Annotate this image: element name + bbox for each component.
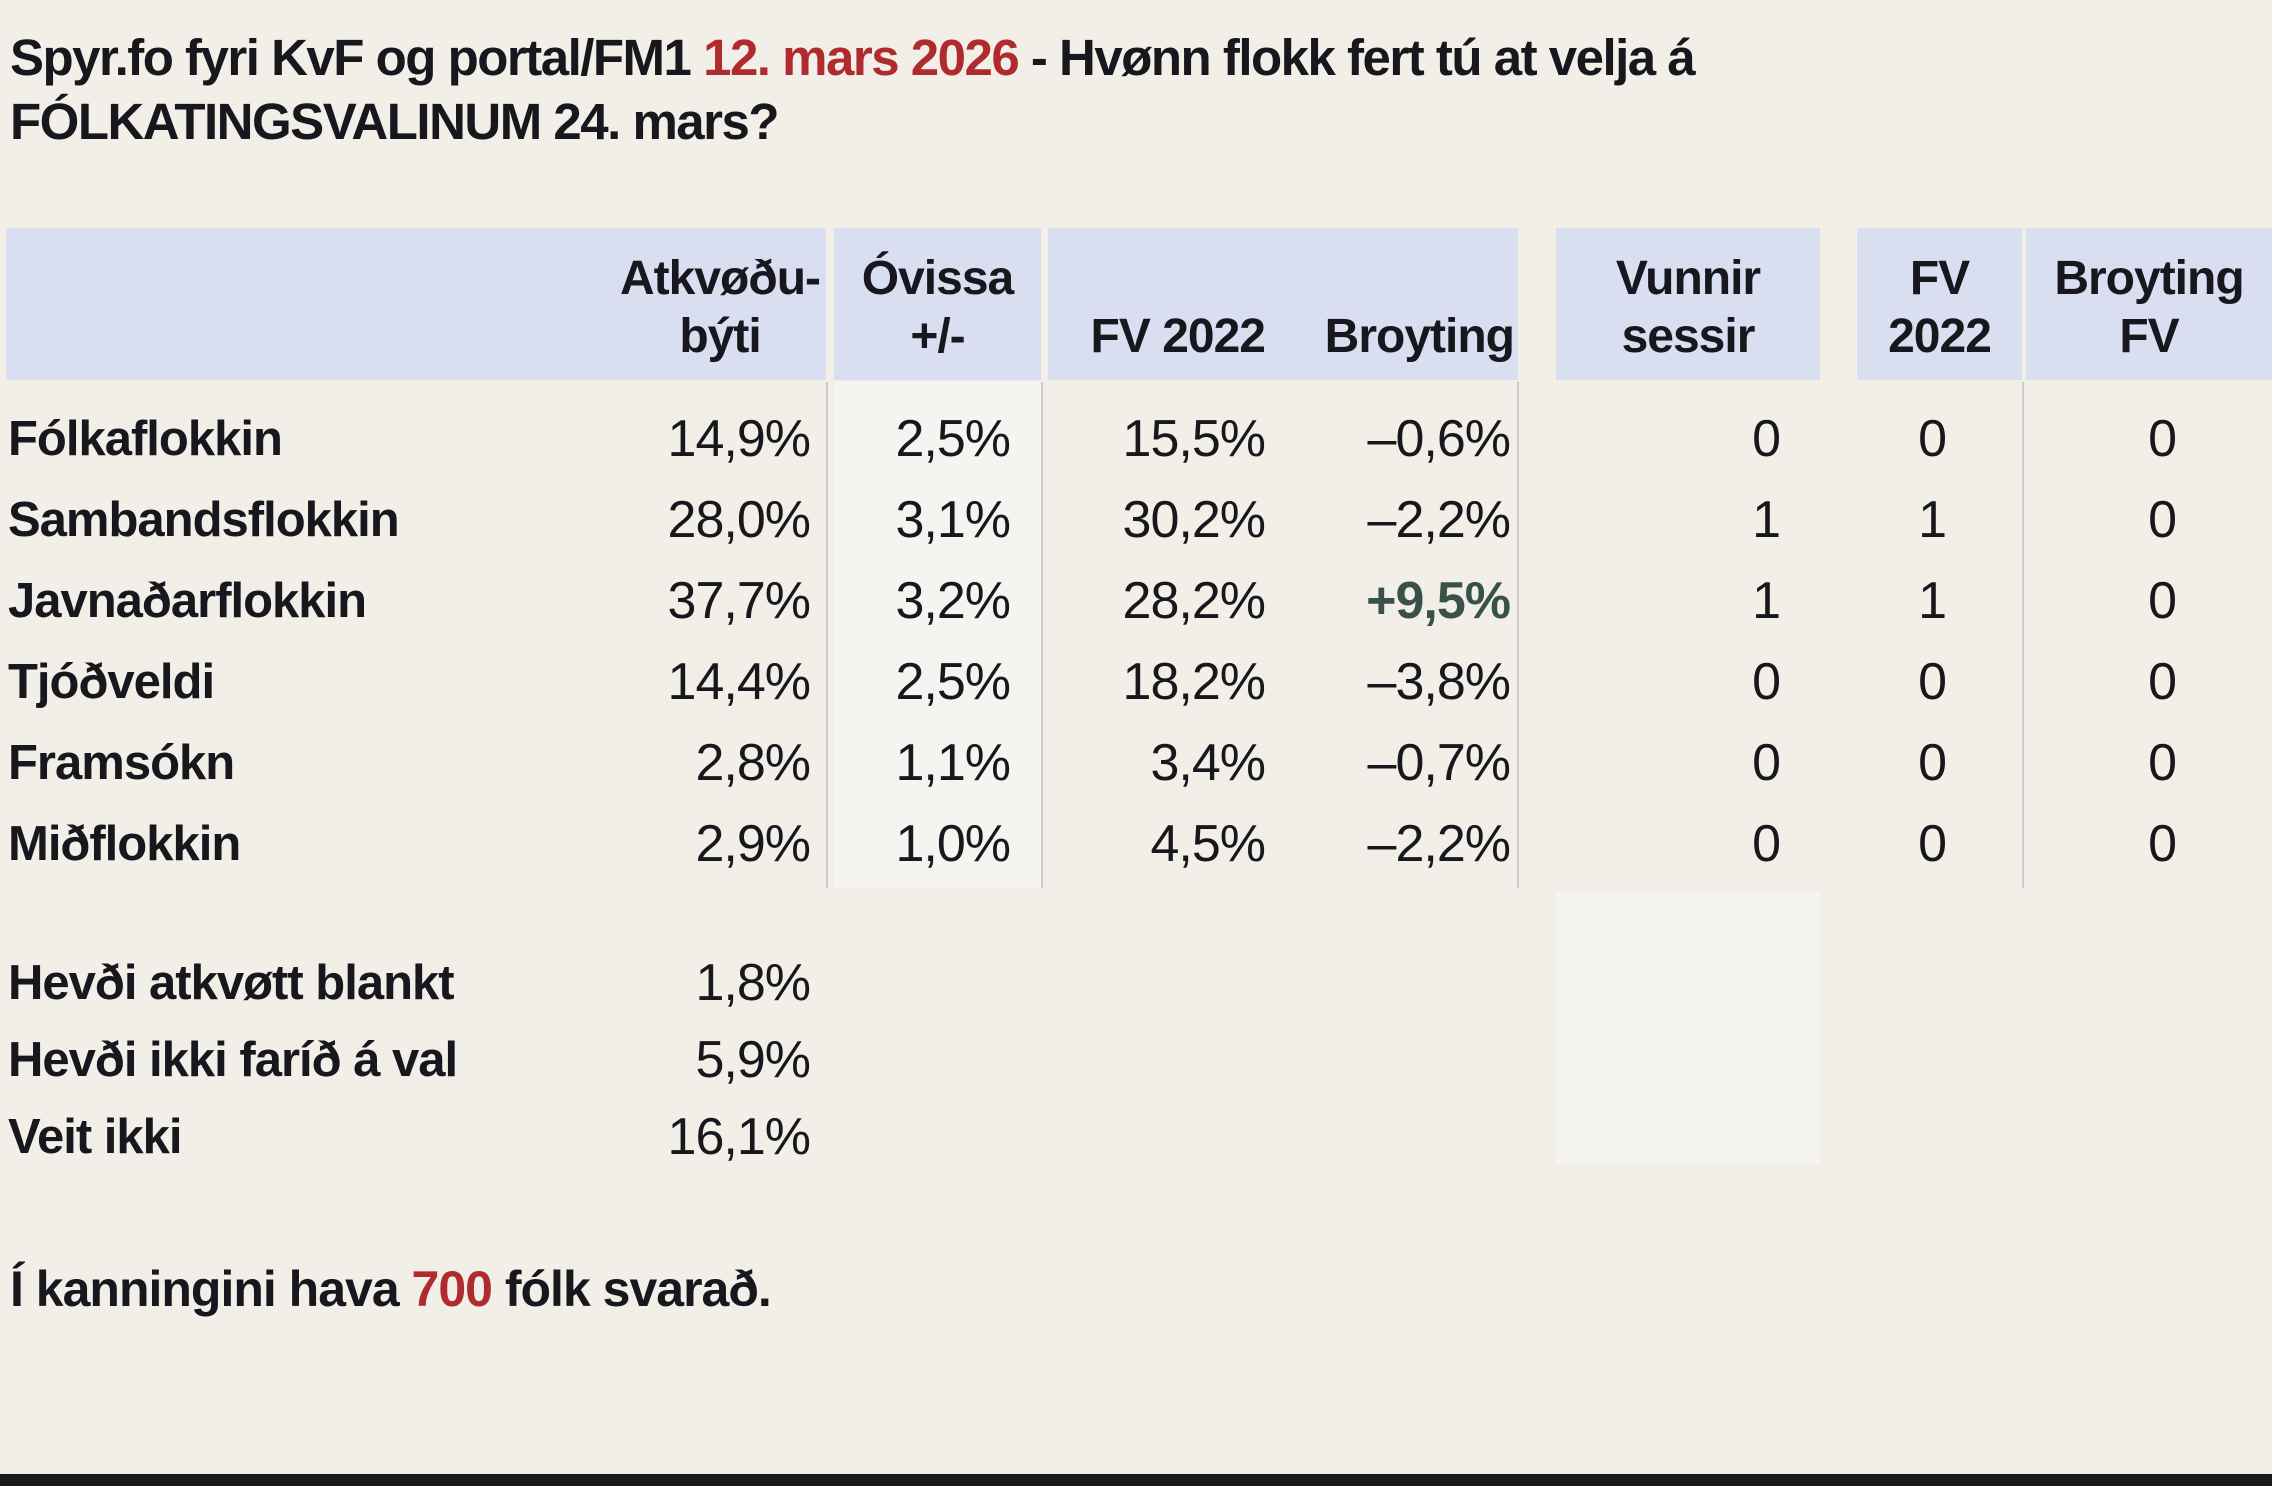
- page-title: Spyr.fo fyri KvF og portal/FM1 12. mars …: [10, 26, 1696, 154]
- change-value: –2,2%: [1367, 814, 1511, 873]
- uncert-value: 3,1%: [895, 490, 1011, 549]
- change-fv-value: 0: [2148, 490, 2177, 549]
- header-uncertainty-column: Óvissa +/-: [834, 228, 1041, 380]
- seats-value: 1: [1752, 490, 1781, 549]
- seats-value: 1: [1752, 571, 1781, 630]
- summary-label: Hevði atkvøtt blankt: [8, 955, 455, 1010]
- header-seats-line1: Vunnir: [1615, 252, 1761, 305]
- header-fv2022: FV 2022: [1090, 310, 1266, 363]
- share-value: 2,9%: [695, 814, 811, 873]
- header-seats-line2: sessir: [1621, 310, 1756, 363]
- change-value: –0,7%: [1367, 733, 1511, 792]
- header-uncert-line1: Óvissa: [861, 252, 1014, 305]
- change-value: –0,6%: [1367, 409, 1511, 468]
- seats-column-tint: [1556, 892, 1820, 1164]
- fv2022-value: 18,2%: [1122, 652, 1266, 711]
- uncert-value: 2,5%: [895, 409, 1011, 468]
- change-fv-value: 0: [2148, 814, 2177, 873]
- summary-rows: Hevði atkvøtt blankt 1,8% Hevði ikki far…: [8, 944, 818, 1175]
- header-uncert-line2: +/-: [910, 310, 965, 363]
- header-change-fv-line1: Broyting: [2054, 252, 2244, 305]
- header-seats-column: Vunnir sessir: [1556, 228, 1820, 380]
- uncert-value: 1,1%: [895, 733, 1011, 792]
- share-value: 14,9%: [667, 409, 811, 468]
- seats-fv-value: 0: [1918, 652, 1947, 711]
- party-name: Javnaðarflokkin: [8, 573, 367, 628]
- title-prefix: Spyr.fo fyri KvF og portal/FM1: [10, 29, 704, 86]
- header-change-fv-column: Broyting FV: [2026, 228, 2272, 380]
- title-suffix: - Hvønn flokk fert tú at velja á: [1018, 29, 1696, 86]
- fv2022-value: 3,4%: [1150, 733, 1266, 792]
- change-fv-value: 0: [2148, 409, 2177, 468]
- summary-value: 5,9%: [695, 1030, 811, 1089]
- uncertainty-column-tint: [834, 382, 1041, 888]
- fv2022-value: 30,2%: [1122, 490, 1266, 549]
- uncert-value: 3,2%: [895, 571, 1011, 630]
- summary-label: Veit ikki: [8, 1109, 183, 1164]
- header-seats-fv-line2: 2022: [1888, 310, 1992, 363]
- fv2022-value: 15,5%: [1122, 409, 1266, 468]
- change-value: –3,8%: [1367, 652, 1511, 711]
- header-share-column: Atkvøðu- býti: [6, 228, 826, 380]
- seats-fv-value: 0: [1918, 733, 1947, 792]
- share-value: 37,7%: [667, 571, 811, 630]
- uncert-value: 2,5%: [895, 652, 1011, 711]
- change-fv-value: 0: [2148, 571, 2177, 630]
- share-value: 2,8%: [695, 733, 811, 792]
- poll-table: Fólkaflokkin 14,9% 2,5% 15,5% –0,6% 0 0 …: [8, 398, 2186, 884]
- party-name: Sambandsflokkin: [8, 492, 400, 547]
- seats-value: 0: [1752, 733, 1781, 792]
- title-line-2: FÓLKATINGSVALINUM 24. mars?: [10, 93, 780, 150]
- party-name: Tjóðveldi: [8, 654, 215, 709]
- seats-fv-value: 1: [1918, 490, 1947, 549]
- share-value: 14,4%: [667, 652, 811, 711]
- seats-value: 0: [1752, 652, 1781, 711]
- footer-count: 700: [411, 1261, 493, 1317]
- fv2022-value: 28,2%: [1122, 571, 1266, 630]
- column-divider: [1517, 382, 1519, 888]
- change-value-positive: +9,5%: [1366, 571, 1511, 630]
- header-change: Broyting: [1324, 310, 1515, 363]
- bottom-bar: [0, 1474, 2272, 1486]
- fv2022-value: 4,5%: [1150, 814, 1266, 873]
- party-name: Fólkaflokkin: [8, 411, 283, 466]
- header-seats-fv-line1: FV: [1909, 252, 1970, 305]
- header-share-line1: Atkvøðu-: [620, 252, 821, 305]
- summary-value: 1,8%: [695, 953, 811, 1012]
- column-divider: [2022, 382, 2024, 888]
- column-divider: [826, 382, 828, 888]
- sample-size-note: Í kanningini hava 700 fólk svarað.: [10, 1258, 772, 1320]
- header-share-line2: býti: [679, 310, 761, 363]
- seats-value: 0: [1752, 409, 1781, 468]
- seats-fv-value: 0: [1918, 814, 1947, 873]
- uncert-value: 1,0%: [895, 814, 1011, 873]
- change-value: –2,2%: [1367, 490, 1511, 549]
- seats-fv-value: 1: [1918, 571, 1947, 630]
- seats-value: 0: [1752, 814, 1781, 873]
- footer-prefix: Í kanningini hava: [10, 1261, 412, 1317]
- summary-label: Hevði ikki faríð á val: [8, 1032, 458, 1087]
- share-value: 28,0%: [667, 490, 811, 549]
- title-date: 12. mars 2026: [703, 29, 1020, 86]
- header-change-fv-line2: FV: [2119, 310, 2179, 363]
- party-name: Framsókn: [8, 735, 235, 790]
- column-divider: [1041, 382, 1043, 888]
- change-fv-value: 0: [2148, 733, 2177, 792]
- title-line-1: Spyr.fo fyri KvF og portal/FM1 12. mars …: [10, 26, 1696, 90]
- header-fv-change-columns: FV 2022 Broyting: [1048, 228, 1518, 380]
- header-seats-fv-column: FV 2022: [1857, 228, 2022, 380]
- summary-value: 16,1%: [667, 1107, 811, 1166]
- footer-suffix: fólk svarað.: [491, 1261, 772, 1317]
- party-name: Miðflokkin: [8, 816, 241, 871]
- seats-fv-value: 0: [1918, 409, 1947, 468]
- change-fv-value: 0: [2148, 652, 2177, 711]
